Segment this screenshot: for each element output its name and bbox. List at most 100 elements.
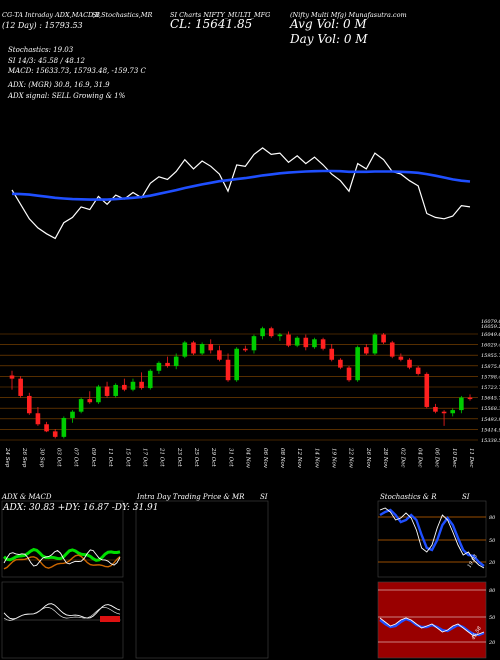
adx-macd-title: ADX & MACD <box>2 493 52 501</box>
date-tick-label: 31 Oct <box>227 448 233 467</box>
header-sub-left: (12 Day) : 15793.53 <box>2 21 83 30</box>
date-tick-label: 04 Dec <box>416 448 422 468</box>
candle-body <box>35 413 41 425</box>
adx-value: ADX: (MGR) 30.8, 16.9, 31.9 <box>8 81 110 89</box>
candle-body <box>139 381 144 389</box>
candle-body <box>130 381 136 390</box>
adx-signal: ADX signal: SELL Growing & 1% <box>8 92 126 100</box>
date-tick-label: 23 Oct <box>176 447 182 467</box>
header-title-2: SI,Stochastics,MR <box>92 11 153 19</box>
candle-body <box>87 399 93 403</box>
stochastics-value: Stochastics: 19.03 <box>8 46 74 54</box>
price-tick-label: 15568.3 <box>481 406 500 412</box>
date-tick-label: 08 Nov <box>279 448 285 469</box>
date-tick-label: 09 Oct <box>90 448 96 467</box>
date-tick-label: 30 Sep <box>38 448 44 468</box>
candle-body <box>234 348 239 381</box>
stoch-d-line <box>379 508 485 567</box>
stoch-panel-si: SI <box>462 493 470 501</box>
date-tick-label: 14 Nov <box>313 448 319 469</box>
price-tick-label: 15798.4 <box>481 374 500 380</box>
candle-body <box>113 384 118 396</box>
date-tick-label: 11 Dec <box>468 448 474 468</box>
intraday-panel-frame <box>135 500 269 659</box>
candle-body <box>338 359 343 368</box>
candle-body <box>70 411 75 418</box>
date-tick-label: 26 Sep <box>21 447 27 468</box>
date-tick-label: 22 Nov <box>348 447 354 469</box>
price-tick-label-top: 16079.6 <box>481 319 500 325</box>
candle-body <box>407 359 412 368</box>
si-tick-label: 80 <box>489 588 496 594</box>
day-volume: Day Vol: 0 M <box>290 32 368 46</box>
date-tick-label: 06 Nov <box>262 448 268 469</box>
close-price: CL: 15641.85 <box>170 17 253 31</box>
price-tick-label: 15723.75 <box>481 385 500 391</box>
stoch-tick-label: 50 <box>489 538 496 544</box>
candle-body <box>26 395 32 414</box>
candle-body <box>364 347 369 354</box>
candle-body <box>268 328 274 337</box>
candle-body <box>217 350 222 360</box>
candle-body <box>355 347 360 381</box>
candle-body <box>96 386 101 403</box>
candle-body <box>450 410 456 414</box>
mr-panel-si: SI <box>260 493 268 501</box>
candle-body <box>424 373 430 407</box>
candle-body <box>398 356 404 360</box>
candle-body <box>9 375 15 379</box>
avg-volume: Avg Vol: 0 M <box>290 17 367 31</box>
candle-body <box>165 362 170 367</box>
adx-main-line <box>3 549 121 567</box>
header-title-1: CG-TA Intraday ADX,MACD,B <box>2 11 100 19</box>
si-k-line <box>379 617 485 637</box>
price-chart: 16049.65 16029.45 15955.75 15875.85 15798.4 1… <box>0 147 500 469</box>
candle-body <box>260 328 265 337</box>
si-panel-frame <box>377 581 487 659</box>
candle-body <box>320 339 326 349</box>
header-title-4: (Nifty Multi Mfg) Munafasutra.com <box>290 11 407 19</box>
stoch-panel-title: Stochastics & R <box>380 493 437 501</box>
date-tick-label: 24 Sep <box>4 447 10 468</box>
candle-body <box>18 378 23 396</box>
macd-line <box>3 603 121 620</box>
price-tick-label-top: 16059.25 <box>481 324 500 330</box>
candle-body <box>467 397 473 400</box>
price-tick-label: 15493.95 <box>481 417 500 423</box>
candle-body <box>156 362 162 371</box>
candle-body <box>286 334 291 346</box>
date-tick-label: 25 Oct <box>193 447 199 467</box>
candle-body <box>312 339 317 348</box>
date-tick-label: 29 Oct <box>210 447 216 467</box>
candle-body <box>459 397 464 411</box>
candle-body <box>44 424 49 432</box>
price-tick-label: 15875.85 <box>481 364 500 370</box>
mr-panel-title: Intra Day Trading Price & MR <box>137 493 245 501</box>
adx-dy-values: ADX: 30.83 +DY: 16.87 -DY: 31.91 <box>3 503 159 513</box>
header-title-3: SI Charts NIFTY_MULTI_MFG <box>170 11 271 19</box>
date-tick-label: 26 Nov <box>365 447 371 469</box>
si-last-value: 45.58 <box>470 626 483 642</box>
date-tick-label: 07 Oct <box>73 448 79 467</box>
price-tick-label: 15414.95 <box>481 427 500 433</box>
candle-body <box>372 334 378 354</box>
candle-body <box>433 406 438 412</box>
adx-plus-di-line <box>3 547 121 562</box>
candle-body <box>389 342 395 357</box>
candle-body <box>104 386 110 396</box>
date-tick-label: 21 Oct <box>159 447 165 467</box>
candle-body <box>441 411 447 414</box>
candle-body <box>303 337 309 348</box>
candle-body <box>381 334 386 343</box>
price-series-line <box>11 147 471 240</box>
candle-body <box>147 370 153 389</box>
date-tick-label: 19 Nov <box>331 448 337 469</box>
macd-histogram <box>100 616 120 622</box>
candle-body <box>173 356 179 367</box>
si-value: SI 14/3: 45.58 / 48.12 <box>8 57 85 65</box>
date-tick-label: 11 Oct <box>107 448 113 467</box>
date-tick-label: 03 Oct <box>56 448 62 467</box>
stoch-tick-label: 80 <box>489 515 496 521</box>
candle-body <box>346 367 352 381</box>
si-d-line <box>379 617 485 637</box>
